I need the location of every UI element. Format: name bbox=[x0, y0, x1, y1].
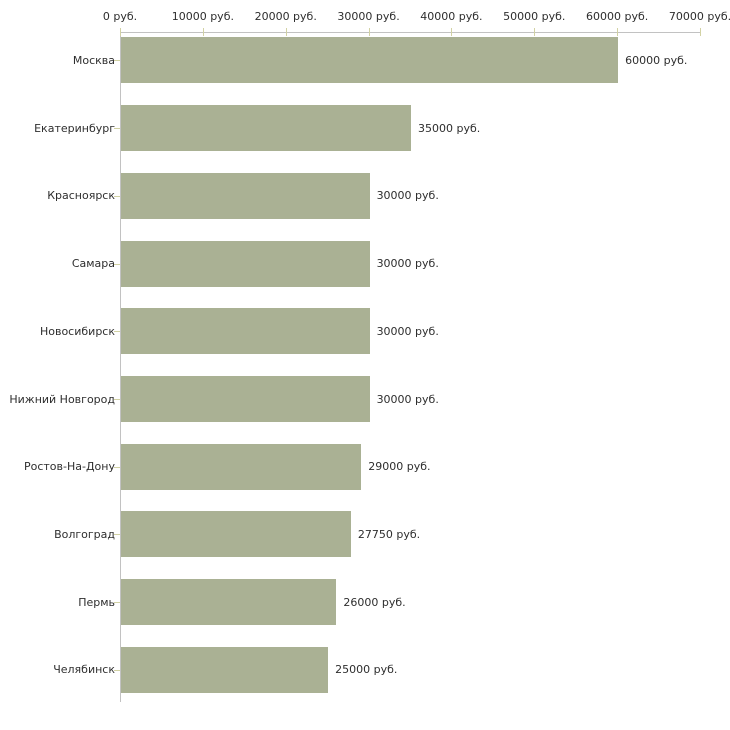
category-tick-mark bbox=[114, 128, 120, 130]
x-tick-label: 20000 руб. bbox=[254, 10, 317, 23]
x-axis-line bbox=[120, 32, 701, 33]
x-tick-mark bbox=[285, 28, 287, 36]
x-tick-mark bbox=[120, 28, 121, 36]
x-tick-mark bbox=[617, 28, 619, 36]
x-tick-mark bbox=[451, 28, 453, 36]
value-label: 60000 руб. bbox=[625, 53, 688, 67]
x-tick-label: 50000 руб. bbox=[503, 10, 566, 23]
bar bbox=[121, 646, 329, 693]
x-tick-label: 40000 руб. bbox=[420, 10, 483, 23]
category-label: Нижний Новгород bbox=[9, 392, 115, 406]
category-tick-mark bbox=[114, 669, 120, 671]
x-tick-label: 0 руб. bbox=[102, 10, 138, 23]
category-label: Челябинск bbox=[53, 663, 115, 677]
value-label: 25000 руб. bbox=[335, 663, 398, 677]
bar bbox=[121, 240, 370, 287]
category-tick-mark bbox=[114, 195, 120, 197]
value-label: 27750 руб. bbox=[357, 527, 421, 541]
value-label: 26000 руб. bbox=[343, 595, 406, 609]
value-label: 35000 руб. bbox=[418, 121, 481, 135]
category-tick-mark bbox=[114, 263, 120, 265]
bar bbox=[121, 443, 362, 490]
y-axis-line bbox=[120, 32, 121, 702]
category-label: Новосибирск bbox=[39, 324, 115, 338]
x-tick-mark bbox=[700, 28, 701, 36]
x-tick-mark bbox=[202, 28, 204, 36]
x-tick-label: 70000 руб. bbox=[668, 10, 730, 23]
bar bbox=[121, 172, 370, 219]
bar bbox=[121, 376, 370, 422]
category-tick-mark bbox=[114, 60, 120, 62]
category-label: Ростов-На-Дону bbox=[23, 460, 115, 474]
category-tick-mark bbox=[114, 331, 120, 333]
category-label: Москва bbox=[72, 53, 115, 67]
bar bbox=[121, 37, 619, 84]
x-tick-mark bbox=[534, 28, 536, 36]
x-tick-label: 10000 руб. bbox=[171, 10, 234, 23]
bar bbox=[121, 579, 337, 626]
bar bbox=[121, 308, 370, 355]
category-label: Волгоград bbox=[54, 527, 115, 541]
category-label: Красноярск bbox=[47, 189, 115, 203]
category-label: Пермь bbox=[78, 595, 115, 609]
category-tick-mark bbox=[114, 399, 120, 400]
value-label: 29000 руб. bbox=[368, 460, 431, 474]
category-label: Самара bbox=[71, 257, 115, 271]
category-tick-mark bbox=[114, 466, 120, 468]
value-label: 30000 руб. bbox=[376, 392, 439, 406]
value-label: 30000 руб. bbox=[376, 257, 439, 271]
category-tick-mark bbox=[114, 602, 120, 604]
value-label: 30000 руб. bbox=[376, 324, 439, 338]
x-tick-label: 60000 руб. bbox=[586, 10, 649, 23]
category-tick-mark bbox=[114, 534, 120, 536]
x-tick-label: 30000 руб. bbox=[337, 10, 400, 23]
category-label: Екатеринбург bbox=[34, 121, 115, 135]
bar bbox=[121, 105, 411, 152]
x-tick-mark bbox=[368, 28, 370, 36]
value-label: 30000 руб. bbox=[376, 189, 439, 203]
bar bbox=[121, 511, 351, 558]
